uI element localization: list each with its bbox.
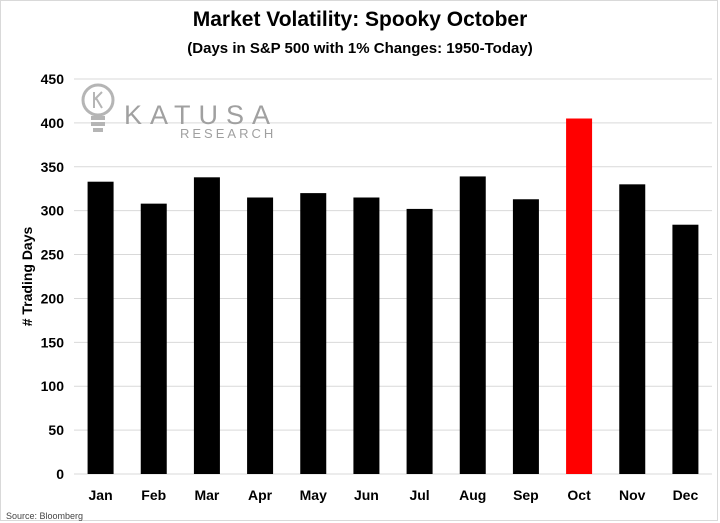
- y-tick-label: 250: [41, 247, 65, 263]
- logo-tagline: RESEARCH: [180, 126, 277, 141]
- x-tick-label: Jun: [354, 487, 379, 503]
- y-tick-label: 100: [41, 378, 65, 394]
- x-tick-label: May: [300, 487, 327, 503]
- bar-feb: [140, 203, 167, 474]
- x-tick-label: Jul: [409, 487, 429, 503]
- x-tick-label: Oct: [567, 487, 591, 503]
- bar-jan: [87, 181, 114, 474]
- x-tick-label: Aug: [459, 487, 486, 503]
- bar-mar: [193, 177, 220, 475]
- x-tick-label: Mar: [194, 487, 219, 503]
- y-axis-title: # Trading Days: [19, 226, 35, 326]
- source-note: Source: Bloomberg: [6, 511, 84, 521]
- bar-jul: [406, 208, 433, 474]
- y-tick-label: 350: [41, 159, 65, 175]
- bar-sep: [512, 199, 539, 474]
- bar-apr: [247, 197, 274, 474]
- x-tick-label: Sep: [513, 487, 539, 503]
- y-tick-label: 150: [41, 334, 65, 350]
- lightbulb-icon: [81, 83, 115, 132]
- y-tick-label: 200: [41, 290, 65, 306]
- x-tick-label: Apr: [248, 487, 273, 503]
- bar-oct: [566, 118, 593, 474]
- x-tick-label: Feb: [141, 487, 166, 503]
- y-tick-label: 50: [48, 422, 64, 438]
- y-tick-label: 300: [41, 203, 65, 219]
- bar-aug: [459, 176, 486, 474]
- bar-may: [300, 193, 327, 474]
- x-tick-label: Jan: [89, 487, 113, 503]
- y-tick-label: 400: [41, 115, 65, 131]
- chart-title: Market Volatility: Spooky October: [192, 8, 528, 31]
- y-tick-label: 450: [41, 71, 65, 87]
- y-tick-label: 0: [56, 466, 64, 482]
- x-tick-label: Dec: [673, 487, 699, 503]
- bar-dec: [672, 224, 699, 474]
- logo-name: KATUSA: [124, 100, 279, 130]
- chart-subtitle: (Days in S&P 500 with 1% Changes: 1950-T…: [187, 40, 533, 57]
- bar-jun: [353, 197, 380, 474]
- bar-nov: [619, 184, 646, 475]
- x-tick-label: Nov: [619, 487, 646, 503]
